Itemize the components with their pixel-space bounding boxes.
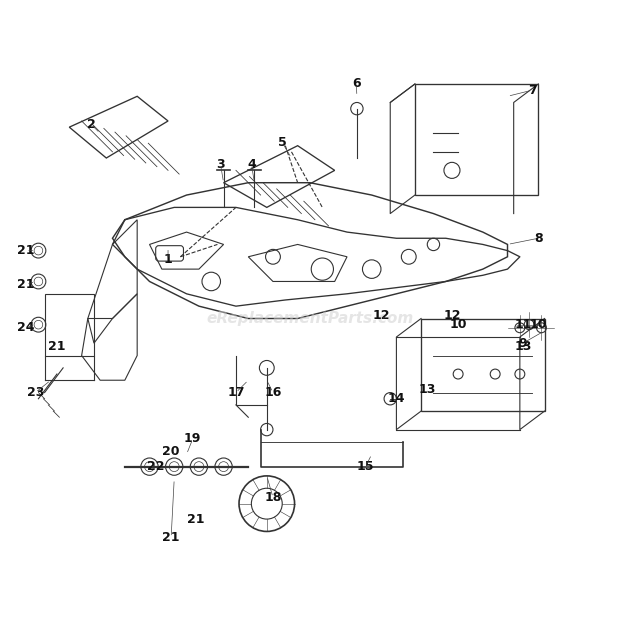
Text: 14: 14 xyxy=(388,392,405,405)
Text: 23: 23 xyxy=(27,386,44,399)
Text: 21: 21 xyxy=(187,513,205,526)
Text: 13: 13 xyxy=(418,383,436,396)
Text: 10: 10 xyxy=(450,318,467,331)
Text: 7: 7 xyxy=(528,83,536,97)
Text: 9: 9 xyxy=(518,337,527,350)
Text: eReplacementParts.com: eReplacementParts.com xyxy=(206,311,414,326)
Text: 21: 21 xyxy=(17,278,35,291)
Text: 21: 21 xyxy=(17,244,35,257)
Text: 22: 22 xyxy=(147,460,164,473)
Text: 24: 24 xyxy=(17,321,35,334)
Text: 11: 11 xyxy=(514,318,532,331)
Text: 8: 8 xyxy=(534,232,542,245)
Text: 21: 21 xyxy=(48,340,66,353)
Text: 15: 15 xyxy=(356,460,374,473)
Text: 2: 2 xyxy=(87,118,95,131)
Text: 4: 4 xyxy=(247,158,255,171)
Text: 1: 1 xyxy=(164,254,172,266)
Text: 3: 3 xyxy=(216,158,225,171)
Text: 21: 21 xyxy=(162,531,180,544)
Text: 10: 10 xyxy=(529,318,547,331)
Text: 20: 20 xyxy=(162,445,180,458)
Text: 19: 19 xyxy=(184,433,202,445)
Text: 16: 16 xyxy=(264,386,281,399)
Text: 18: 18 xyxy=(264,491,281,504)
Text: 12: 12 xyxy=(443,309,461,322)
Text: 5: 5 xyxy=(278,136,286,149)
Text: 13: 13 xyxy=(514,340,531,353)
Text: 17: 17 xyxy=(227,386,245,399)
Text: 6: 6 xyxy=(352,78,361,90)
Text: 12: 12 xyxy=(372,309,390,322)
